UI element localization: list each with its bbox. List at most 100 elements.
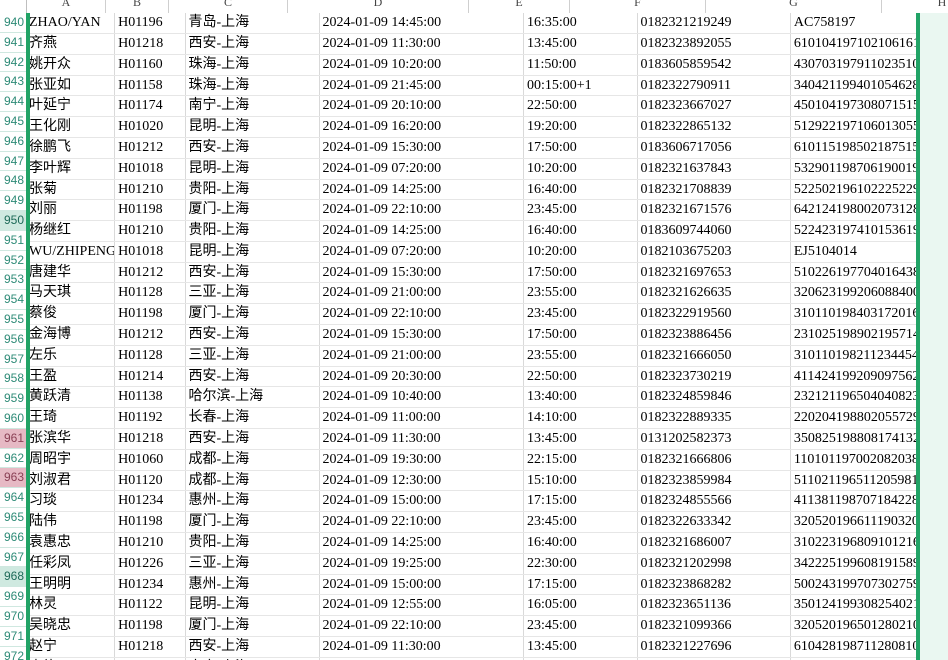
row-header-955[interactable]: 955 [0, 309, 26, 330]
cell-arrival-time[interactable]: 14:10:00 [523, 407, 638, 430]
cell-departure-datetime[interactable]: 2024-01-09 11:00:00 [319, 407, 524, 430]
cell-arrival-time[interactable]: 23:45:00 [523, 511, 638, 534]
cell-order-number[interactable]: 0131202582373 [637, 428, 791, 450]
cell-flight-number[interactable]: H01234 [114, 574, 186, 596]
row-header-960[interactable]: 960 [0, 408, 26, 429]
cell-arrival-time[interactable]: 16:05:00 [523, 594, 638, 617]
cell-flight-number[interactable]: H01198 [114, 303, 186, 326]
cell-passenger-name[interactable]: 马天琪 [26, 282, 116, 305]
cell-passenger-name[interactable]: 金海博 [26, 324, 116, 346]
cell-arrival-time[interactable]: 13:45:00 [523, 33, 638, 55]
cell-id-number[interactable]: 610428198711280810 [790, 636, 948, 658]
table-row[interactable]: 金海博 H01212 西安-上海 2024-01-09 15:30:00 17:50:0… [26, 324, 948, 346]
table-row[interactable]: 刘丽 H01198 厦门-上海 2024-01-09 22:10:00 23:45:00… [26, 199, 948, 222]
cell-route[interactable]: 南宁-上海 [185, 95, 320, 118]
cell-order-number[interactable]: 0182321697653 [637, 262, 791, 284]
row-header-954[interactable]: 954 [0, 290, 26, 310]
cell-departure-datetime[interactable]: 2024-01-09 21:00:00 [319, 282, 524, 305]
cell-order-number[interactable]: 0182323667027 [637, 95, 791, 118]
table-row[interactable]: 齐燕 H01218 西安-上海 2024-01-09 11:30:00 13:45:00… [26, 33, 948, 55]
column-header-f[interactable]: F [570, 0, 706, 13]
cell-route[interactable]: 青岛-上海 [185, 13, 320, 34]
row-header-944[interactable]: 944 [0, 92, 26, 112]
cell-flight-number[interactable]: H01018 [114, 241, 186, 263]
row-header-953[interactable]: 953 [0, 270, 26, 291]
cell-arrival-time[interactable]: 23:55:00 [523, 345, 638, 367]
cell-arrival-time[interactable]: 16:40:00 [523, 532, 638, 554]
cell-flight-number[interactable]: H01210 [114, 179, 186, 201]
cell-flight-number[interactable]: H01214 [114, 366, 186, 388]
cell-passenger-name[interactable]: 吴晓忠 [26, 615, 116, 638]
table-row[interactable]: 王明明 H01234 惠州-上海 2024-01-09 15:00:00 17:15:0… [26, 574, 948, 596]
cell-arrival-time[interactable]: 23:45:00 [523, 615, 638, 638]
cell-departure-datetime[interactable]: 2024-01-09 14:25:00 [319, 220, 524, 242]
cell-id-number[interactable]: 310110198403172016 [790, 303, 948, 326]
cell-arrival-time[interactable]: 23:55:00 [523, 282, 638, 305]
table-row[interactable]: 杨继红 H01210 贵阳-上海 2024-01-09 14:25:00 16:40:0… [26, 220, 948, 242]
cell-id-number[interactable]: 610104197102106161 [790, 33, 948, 55]
cell-departure-datetime[interactable]: 2024-01-09 16:20:00 [319, 116, 524, 138]
cell-id-number[interactable]: 522502196102225229 [790, 179, 948, 201]
cell-passenger-name[interactable]: 李叶辉 [26, 158, 116, 180]
cell-route[interactable]: 成都-上海 [185, 449, 320, 471]
cell-departure-datetime[interactable]: 2024-01-09 11:30:00 [319, 636, 524, 658]
cell-arrival-time[interactable]: 22:15:00 [523, 449, 638, 471]
row-header-947[interactable]: 947 [0, 151, 26, 172]
cell-id-number[interactable]: 350124199308254021 [790, 594, 948, 617]
cell-route[interactable]: 西安-上海 [185, 137, 320, 159]
table-row[interactable]: 姚开众 H01160 珠海-上海 2024-01-09 10:20:00 11:50:0… [26, 54, 948, 76]
column-header-g[interactable]: G [706, 0, 882, 13]
table-row[interactable]: 习琰 H01234 惠州-上海 2024-01-09 15:00:00 17:15:00… [26, 490, 948, 513]
cell-order-number[interactable]: 0182103675203 [637, 241, 791, 263]
cell-id-number[interactable]: 512922197106013055 [790, 116, 948, 138]
cell-flight-number[interactable]: H01196 [114, 13, 186, 34]
cell-passenger-name[interactable]: 王明明 [26, 574, 116, 596]
select-all-corner[interactable] [0, 0, 27, 13]
cell-departure-datetime[interactable]: 2024-01-09 19:30:00 [319, 449, 524, 471]
cell-id-number[interactable]: 642124198002073128 [790, 199, 948, 222]
cell-route[interactable]: 西安-上海 [185, 636, 320, 658]
cell-departure-datetime[interactable]: 2024-01-09 20:10:00 [319, 95, 524, 118]
cell-id-number[interactable]: 110101197002082038 [790, 449, 948, 471]
cell-passenger-name[interactable]: 刘丽 [26, 199, 116, 222]
cell-passenger-name[interactable]: 习琰 [26, 490, 116, 513]
row-header-945[interactable]: 945 [0, 111, 26, 132]
cell-flight-number[interactable]: H01210 [114, 220, 186, 242]
cell-arrival-time[interactable]: 13:45:00 [523, 636, 638, 658]
cell-arrival-time[interactable]: 17:15:00 [523, 574, 638, 596]
table-row[interactable]: 林灵 H01122 昆明-上海 2024-01-09 12:55:00 16:05:00… [26, 594, 948, 617]
cell-order-number[interactable]: 0182321202998 [637, 553, 791, 575]
row-header-964[interactable]: 964 [0, 488, 26, 508]
cell-arrival-time[interactable]: 00:15:00+1 [523, 75, 638, 97]
cell-route[interactable]: 昆明-上海 [185, 594, 320, 617]
cell-order-number[interactable]: 0182321666050 [637, 345, 791, 367]
cell-arrival-time[interactable]: 10:20:00 [523, 241, 638, 263]
cell-order-number[interactable]: 0182322919560 [637, 303, 791, 326]
cell-order-number[interactable]: 0182322889335 [637, 407, 791, 430]
cell-route[interactable]: 惠州-上海 [185, 490, 320, 513]
cell-passenger-name[interactable]: 蔡俊 [26, 303, 116, 326]
cell-passenger-name[interactable]: 周昭宇 [26, 449, 116, 471]
cell-passenger-name[interactable]: 陆伟 [26, 511, 116, 534]
table-row[interactable]: ZHAO/YAN H01196 青岛-上海 2024-01-09 14:45:00 16… [26, 13, 948, 34]
row-header-959[interactable]: 959 [0, 389, 26, 409]
cell-arrival-time[interactable]: 13:45:00 [523, 428, 638, 450]
cell-flight-number[interactable]: H01210 [114, 532, 186, 554]
cell-arrival-time[interactable]: 22:50:00 [523, 366, 638, 388]
cell-route[interactable]: 西安-上海 [185, 366, 320, 388]
cell-departure-datetime[interactable]: 2024-01-09 10:40:00 [319, 386, 524, 409]
cell-flight-number[interactable]: H01218 [114, 636, 186, 658]
cell-passenger-name[interactable]: 林灵 [26, 594, 116, 617]
cell-order-number[interactable]: 0182322790911 [637, 75, 791, 97]
table-row[interactable]: 张菊 H01210 贵阳-上海 2024-01-09 14:25:00 16:40:00… [26, 179, 948, 201]
cell-flight-number[interactable]: H01138 [114, 386, 186, 409]
cell-id-number[interactable]: AC758197▾ [790, 13, 948, 34]
cell-arrival-time[interactable]: 23:45:00 [523, 199, 638, 222]
cell-flight-number[interactable]: H01234 [114, 490, 186, 513]
table-row[interactable]: 黄跃清 H01138 哈尔滨-上海 2024-01-09 10:40:00 13:40:… [26, 386, 948, 409]
cell-flight-number[interactable]: H01060 [114, 449, 186, 471]
cell-route[interactable]: 西安-上海 [185, 324, 320, 346]
cell-order-number[interactable]: 0182324859846 [637, 386, 791, 409]
